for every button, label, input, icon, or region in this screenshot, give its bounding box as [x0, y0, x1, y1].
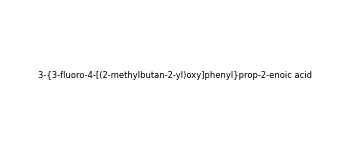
Text: 3-{3-fluoro-4-[(2-methylbutan-2-yl)oxy]phenyl}prop-2-enoic acid: 3-{3-fluoro-4-[(2-methylbutan-2-yl)oxy]p…	[38, 70, 312, 80]
